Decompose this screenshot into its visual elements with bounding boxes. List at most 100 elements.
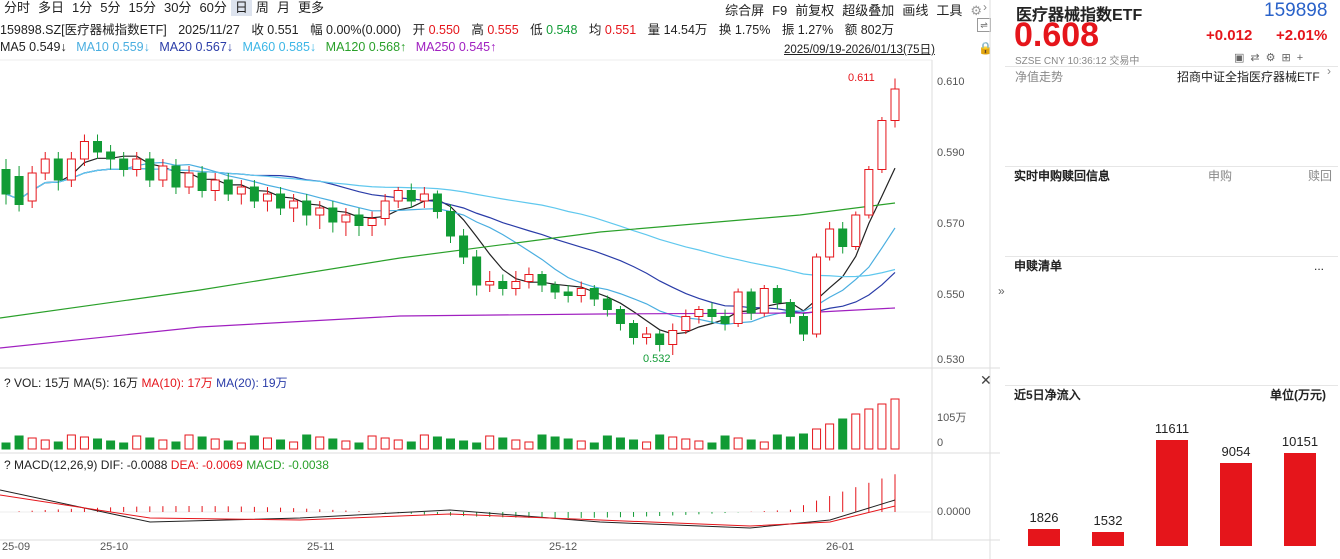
volume-bar: [498, 437, 508, 450]
macd-value: MACD: -0.0038: [246, 458, 329, 472]
period-tab[interactable]: 多日: [38, 0, 65, 15]
candle-body: [524, 274, 534, 282]
volume-bar: [485, 435, 495, 450]
period-tab[interactable]: 60分: [199, 0, 227, 15]
toolbar-action[interactable]: 前复权: [795, 3, 835, 18]
open-value: 0.550: [428, 23, 460, 37]
volume-bar: [419, 434, 429, 450]
candle-body: [746, 291, 756, 314]
toolbar-action[interactable]: 超级叠加: [842, 3, 895, 18]
macd-title: MACD(12,26,9): [14, 458, 98, 472]
candle-body: [262, 193, 272, 202]
quick-tools[interactable]: ▣⇄⚙⊞+: [1234, 52, 1310, 64]
period-tab[interactable]: 周: [255, 0, 269, 15]
macd-help-icon[interactable]: ?: [4, 458, 11, 472]
volume-bar: [668, 436, 678, 450]
candle-body: [79, 141, 89, 160]
subscription-row: [1014, 232, 1332, 253]
volume-bar: [798, 433, 808, 450]
ma250-legend: MA250 0.545↑: [415, 40, 497, 54]
candle-body: [681, 316, 691, 331]
subscription-header: 实时申购赎回信息 申购 赎回: [1014, 166, 1332, 187]
vol-axis-top: 105万: [937, 412, 967, 424]
candle-body: [864, 169, 874, 216]
candle-body: [877, 120, 887, 170]
flow-value: 10151: [1281, 434, 1319, 450]
volume-bar: [171, 441, 181, 450]
volume-bar: [406, 441, 416, 450]
candle-body: [629, 323, 639, 338]
settings-gear-icon[interactable]: ⚙: [970, 3, 982, 18]
toolbar-action[interactable]: 综合屏: [725, 3, 765, 18]
flow-value: 1826: [1029, 510, 1059, 526]
candle-body: [720, 316, 730, 324]
candle-body: [328, 207, 338, 223]
volume-bar: [249, 435, 259, 450]
candle-body: [602, 298, 612, 310]
flow-bar: [1220, 463, 1252, 546]
expand-arrow-icon[interactable]: »: [998, 284, 1005, 298]
candle-body: [655, 333, 665, 345]
candle-body: [459, 235, 469, 258]
chevron-right-icon[interactable]: ›: [1327, 64, 1331, 78]
flow-bar: [1028, 529, 1060, 546]
candle-body: [289, 200, 299, 209]
macd-axis-zero: 0.0000: [937, 506, 971, 518]
period-tab[interactable]: 30分: [163, 0, 192, 15]
candle-body: [236, 186, 246, 195]
exchange-label: SZSE: [1015, 56, 1042, 67]
volume-bar: [851, 413, 861, 450]
period-tab[interactable]: 15分: [128, 0, 156, 15]
ma-legend: MA5 0.549↓ MA10 0.559↓ MA20 0.567↓ MA60 …: [0, 40, 502, 54]
toolbar-action[interactable]: F9: [772, 3, 788, 18]
volume-value: 量 14.54万: [647, 23, 708, 37]
volume-bar: [341, 440, 351, 450]
candle-body: [93, 141, 103, 153]
volume-bar: [210, 438, 220, 450]
close-icon[interactable]: ✕: [980, 372, 992, 388]
period-tab[interactable]: 5分: [100, 0, 121, 15]
low-value: 0.548: [546, 23, 578, 37]
volume-bar: [79, 436, 89, 450]
period-tab[interactable]: 更多: [297, 0, 324, 15]
subscription-row: [1014, 210, 1332, 231]
date-range[interactable]: 2025/09/19-2026/01/13(75日): [784, 44, 935, 56]
more-icon[interactable]: ...: [1313, 259, 1324, 273]
toolbar-action[interactable]: 画线: [902, 3, 929, 18]
candle-body: [733, 291, 743, 324]
candle-body: [380, 200, 390, 219]
volume-bar: [289, 441, 299, 450]
list-row: [1014, 298, 1332, 319]
fund-code: 159898: [1264, 0, 1328, 21]
low-annotation: 0.532: [643, 353, 671, 365]
volume-value-label: VOL: 15万: [14, 376, 71, 390]
lock-icon[interactable]: 🔒: [978, 41, 993, 55]
kline-chart: [0, 0, 1000, 559]
volume-bar: [759, 441, 769, 450]
chevron-right-icon[interactable]: ›: [983, 0, 987, 14]
candle-body: [1, 169, 11, 195]
candle-body: [485, 281, 495, 286]
period-tab[interactable]: 分时: [4, 0, 31, 15]
volume-bar: [615, 437, 625, 450]
volume-bar: [511, 439, 521, 450]
period-tab[interactable]: 日: [230, 0, 252, 16]
fund-name: 医疗器械指数ETF: [1016, 7, 1143, 24]
date-axis-label: 25-09: [2, 541, 31, 553]
subscription-title: 实时申购赎回信息: [1014, 169, 1111, 183]
candle-body: [759, 288, 769, 314]
ma120-line: [0, 202, 896, 319]
flow-bar: [1092, 532, 1124, 546]
flow-unit: 单位(万元): [1270, 388, 1326, 402]
volume-help-icon[interactable]: ?: [4, 376, 11, 390]
toolbar-action[interactable]: 工具: [936, 3, 963, 18]
period-tab[interactable]: 1分: [72, 0, 93, 15]
candle-body: [825, 228, 835, 258]
period-tab[interactable]: 月: [276, 0, 290, 15]
volume-bar: [472, 442, 482, 450]
price-axis-label: 0.590: [937, 147, 965, 159]
candle-body: [707, 309, 717, 317]
nav-title[interactable]: 净值走势: [1015, 70, 1064, 84]
volume-bar: [262, 437, 272, 450]
volume-bar: [720, 435, 730, 450]
